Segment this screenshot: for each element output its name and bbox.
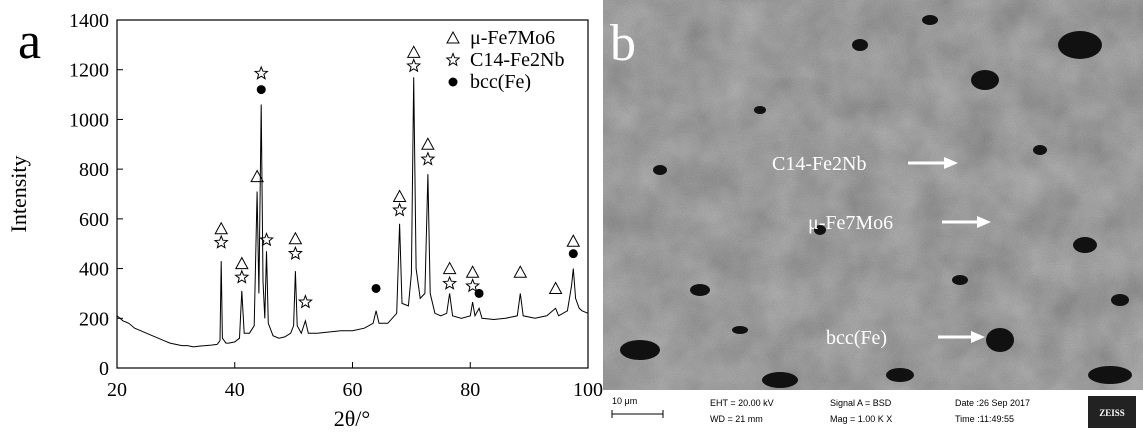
y-tick-label: 1400: [69, 10, 109, 32]
sem-texture: [603, 0, 1143, 390]
circle-marker: [568, 249, 578, 259]
y-axis-label: Intensity: [6, 156, 31, 233]
x-axis-label: 2θ/°: [334, 406, 370, 431]
x-tick-label: 20: [107, 379, 127, 401]
star-marker: [287, 245, 303, 260]
star-marker: [406, 58, 422, 73]
sem-panel: b C14-Fe2Nb μ-Fe7Mo6 bcc(Fe) 10 μm EHT =…: [603, 0, 1143, 432]
pores: [620, 15, 1132, 388]
logo-box: [1088, 396, 1136, 428]
panel-label: b: [610, 15, 636, 72]
x-tick-label: 60: [343, 379, 363, 401]
info-text: Date :26 Sep 2017: [955, 398, 1030, 408]
circle-marker: [371, 283, 381, 293]
info-text: EHT = 20.00 kV: [710, 398, 774, 408]
triangle-marker: [406, 45, 421, 58]
info-text: Time :11:49:55: [955, 414, 1014, 424]
star-marker: [259, 232, 274, 247]
xrd-panel: a Intensity 2θ/° 0 200 400 600 800 1000 1200 14…: [6, 10, 603, 431]
legend-label: bcc(Fe): [470, 71, 531, 93]
arrows: [908, 157, 991, 343]
y-tick-label: 1200: [69, 60, 109, 82]
triangle-marker: [250, 169, 264, 183]
phase-label: μ-Fe7Mo6: [808, 212, 893, 234]
triangle-marker: [234, 256, 249, 270]
triangle-marker: [465, 265, 480, 278]
brand: ZEISS: [1099, 408, 1125, 418]
y-tick-label: 0: [99, 358, 109, 380]
triangle-marker: [566, 234, 581, 247]
info-text: WD = 21 mm: [710, 414, 763, 424]
star-marker: [465, 278, 481, 293]
star-marker: [442, 275, 458, 290]
legend-label: C14-Fe2Nb: [470, 49, 564, 71]
triangle-marker: [548, 281, 563, 294]
phase-label: bcc(Fe): [826, 327, 887, 349]
triangle-marker: [392, 189, 407, 202]
panel-label: a: [18, 13, 41, 70]
star-marker: [234, 269, 250, 284]
circle-marker: [474, 288, 484, 298]
legend-label: μ-Fe7Mo6: [470, 27, 555, 49]
circle-marker: [448, 77, 458, 87]
xrd-line: [116, 77, 589, 348]
y-tick-label: 800: [79, 159, 109, 181]
triangle-marker: [513, 265, 528, 278]
info-text: Mag = 1.00 K X: [830, 414, 892, 424]
x-tick-label: 100: [573, 379, 603, 401]
y-tick-label: 600: [79, 209, 109, 231]
x-tick-label: 80: [460, 379, 480, 401]
y-tick-label: 400: [79, 259, 109, 281]
star-marker: [213, 234, 229, 249]
triangle-marker: [214, 221, 229, 235]
info-text: Signal A = BSD: [830, 398, 892, 408]
star-marker: [297, 294, 313, 309]
triangle-marker: [421, 137, 435, 150]
scale-text: 10 μm: [612, 396, 637, 406]
star-marker: [253, 65, 269, 80]
triangle-marker: [442, 261, 457, 275]
star-marker: [420, 151, 436, 166]
star-marker: [445, 52, 461, 67]
circle-marker: [256, 85, 266, 95]
phase-label: C14-Fe2Nb: [772, 153, 866, 175]
info-bar: [603, 390, 1143, 432]
y-tick-label: 1000: [69, 109, 109, 131]
x-tick-label: 40: [225, 379, 245, 401]
triangle-marker: [288, 231, 303, 245]
scale-bar: [611, 410, 664, 418]
y-tick-label: 200: [79, 308, 109, 330]
triangle-marker: [446, 30, 460, 44]
star-marker: [392, 202, 408, 217]
